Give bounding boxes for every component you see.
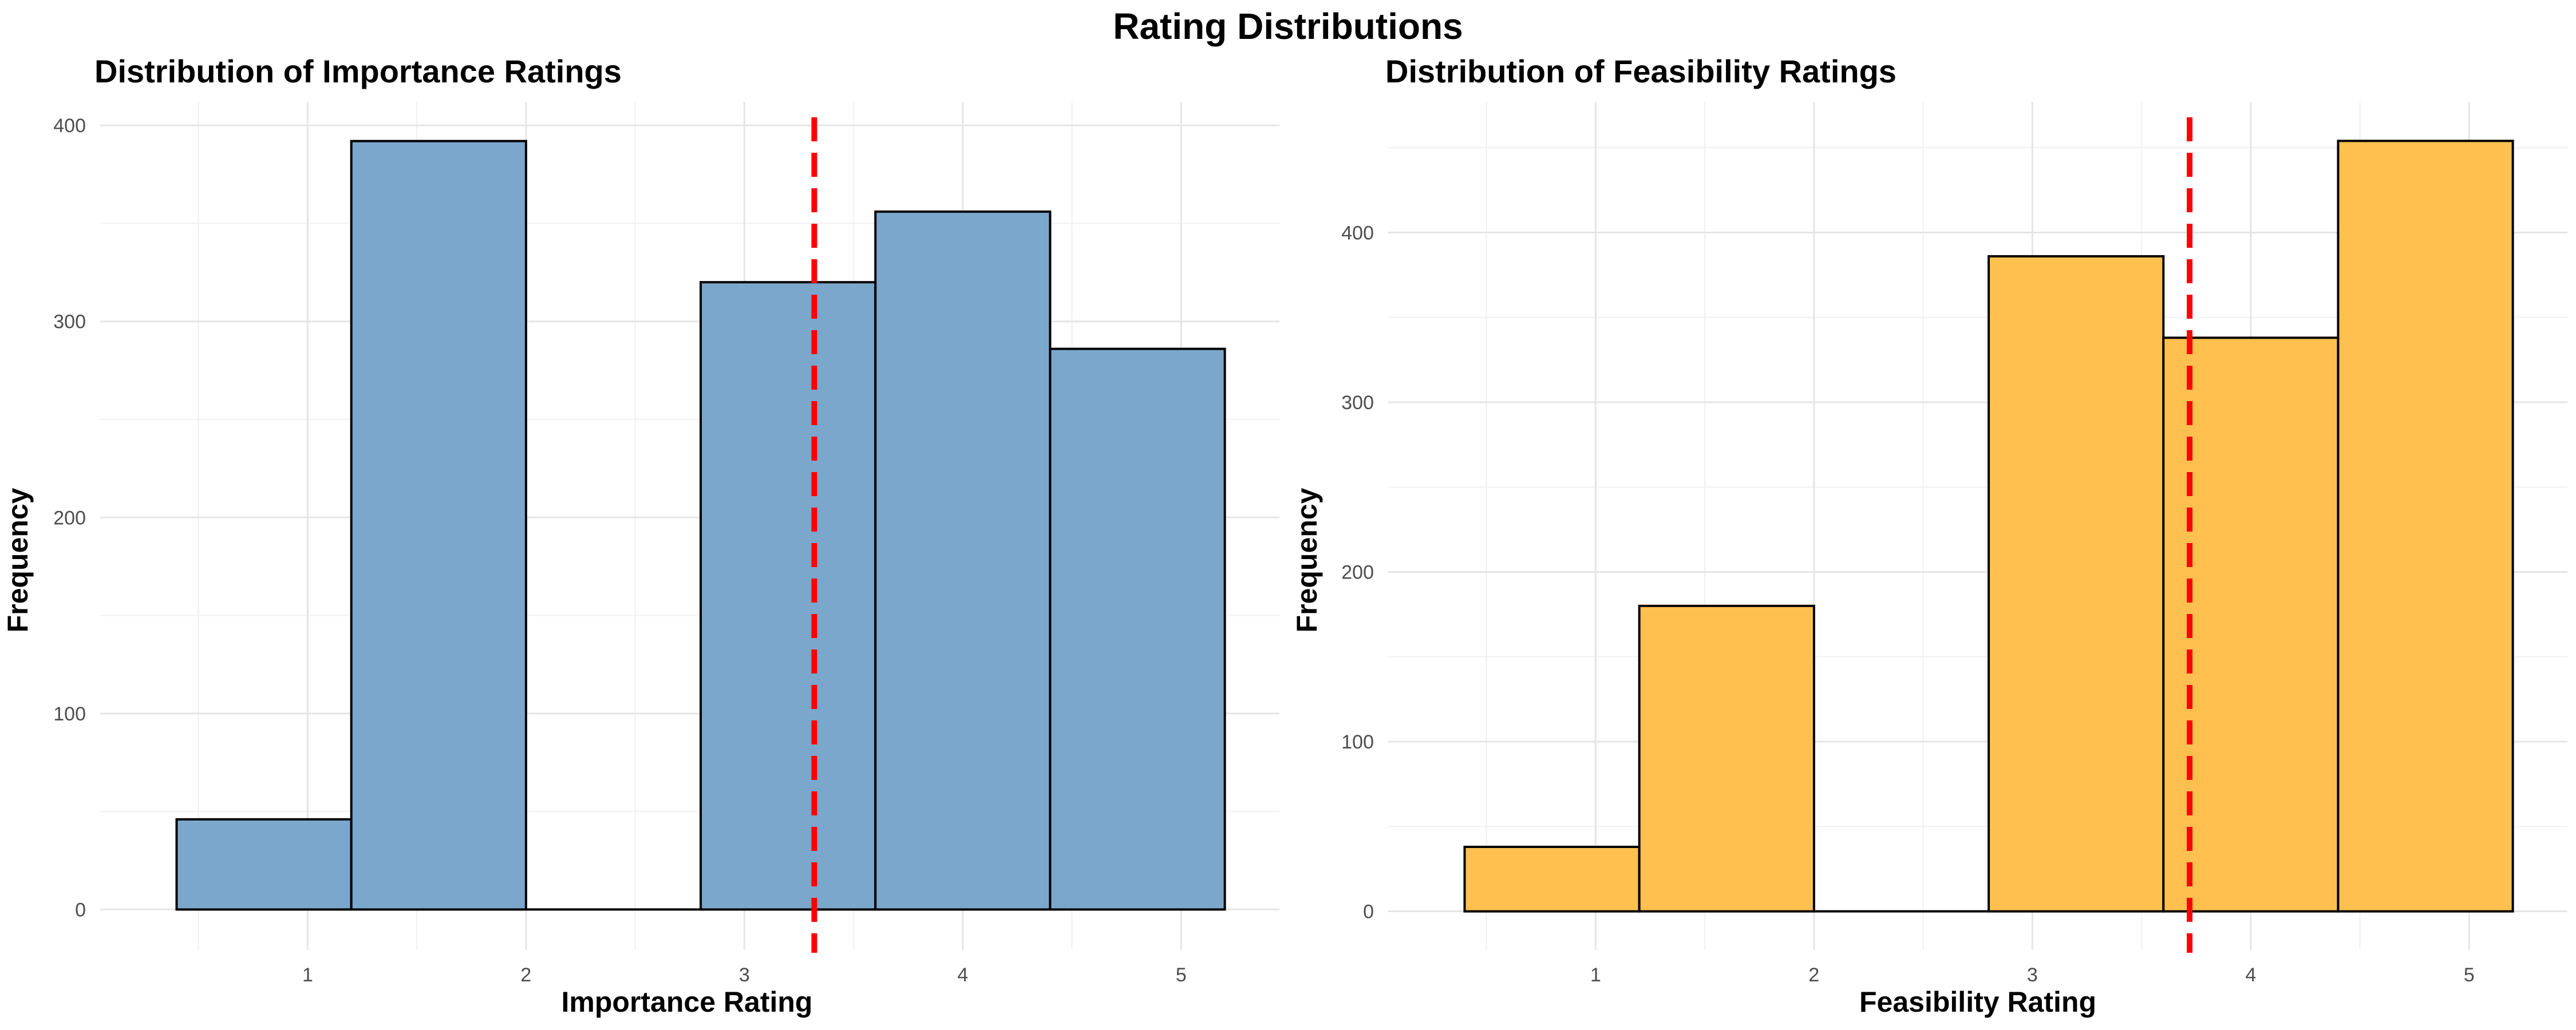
x-axis-label: Importance Rating: [562, 986, 813, 1018]
panel-title-feasibility: Distribution of Feasibility Ratings: [1385, 53, 1897, 89]
x-tick-label: 2: [1808, 964, 1819, 986]
y-tick-label: 100: [1341, 731, 1374, 753]
y-tick-label: 100: [53, 703, 86, 725]
y-tick-label: 0: [75, 899, 86, 921]
bar-importance-1: [350, 140, 527, 911]
y-tick-label: 300: [1341, 392, 1374, 414]
bar-feasibility-3: [1988, 255, 2165, 913]
x-tick-label: 3: [739, 964, 750, 986]
x-tick-label: 5: [2464, 964, 2475, 986]
x-tick-label: 5: [1176, 964, 1187, 986]
y-tick-label: 300: [53, 311, 86, 333]
x-tick-label: 4: [2245, 964, 2256, 986]
chart-importance: 1 2 3 4 5 0 100 200 300 400 Importance Rating Frequ…: [2, 102, 1279, 1018]
x-tick-label: 3: [2027, 964, 2038, 986]
bar-feasibility-1: [1638, 604, 1815, 913]
x-tick-label: 4: [957, 964, 968, 986]
x-tick-label: 1: [1590, 964, 1601, 986]
bar-importance-0: [175, 818, 353, 911]
y-tick-label: 200: [1341, 562, 1374, 584]
x-tick-label: 2: [520, 964, 531, 986]
y-tick-label: 400: [1341, 222, 1374, 244]
bar-importance-3: [700, 281, 877, 911]
x-tick-label: 1: [302, 964, 313, 986]
x-axis-label: Feasibility Rating: [1859, 986, 2096, 1018]
y-axis-label: Frequency: [1291, 488, 1323, 632]
y-axis-label: Frequency: [2, 488, 34, 632]
y-tick-label: 400: [53, 115, 86, 137]
bar-feasibility-4: [2162, 336, 2340, 913]
y-tick-label: 0: [1363, 901, 1374, 923]
panel-title-importance: Distribution of Importance Ratings: [94, 53, 622, 89]
bar-feasibility-5: [2337, 140, 2514, 913]
bar-feasibility-0: [1463, 845, 1641, 913]
bar-importance-5: [1049, 347, 1226, 911]
y-tick-label: 200: [53, 507, 86, 529]
bar-importance-4: [874, 210, 1052, 911]
chart-feasibility: 1 2 3 4 5 0 100 200 300 400 Feasibility Rating Freq…: [1291, 102, 2567, 1018]
figure-title: Rating Distributions: [1113, 6, 1463, 47]
